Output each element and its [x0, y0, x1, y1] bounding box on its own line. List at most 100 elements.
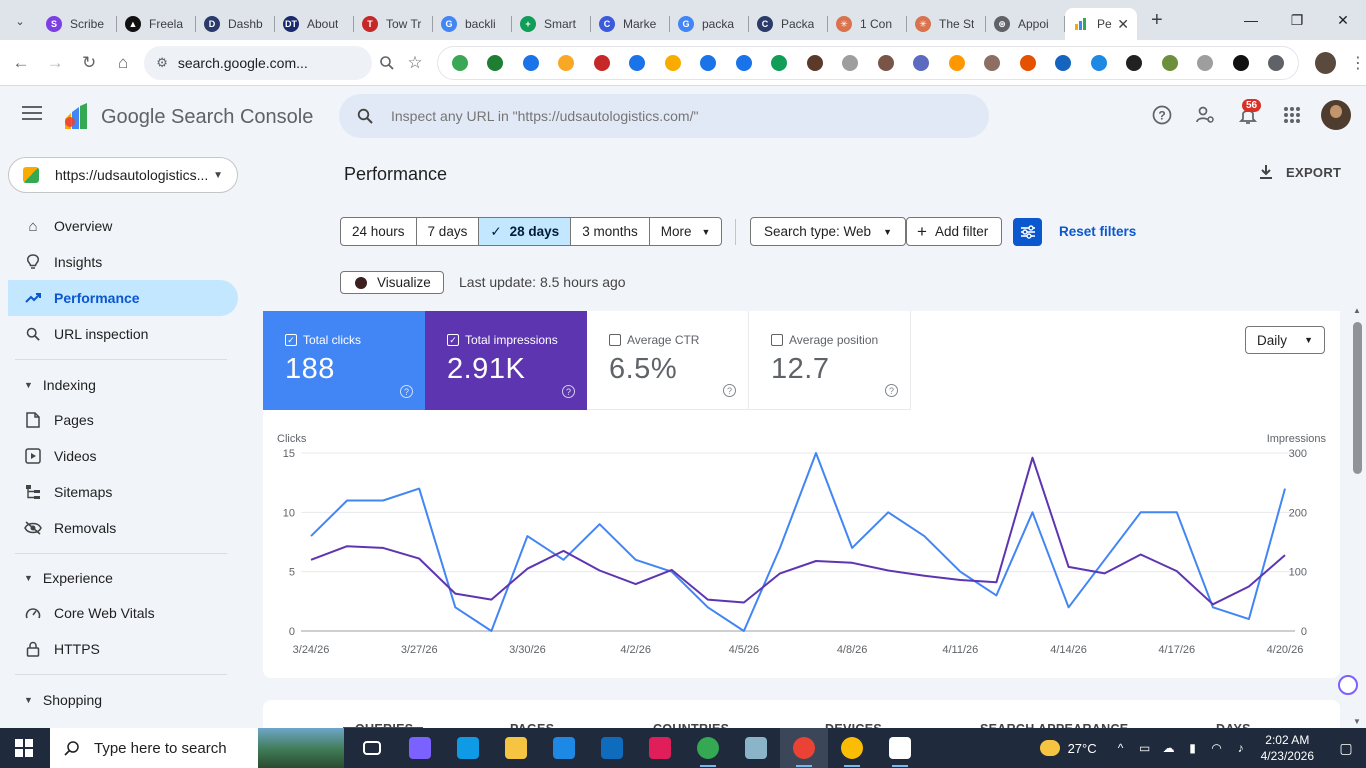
- browser-tab[interactable]: DT About: [275, 8, 354, 40]
- chrome-profile-2-icon[interactable]: [828, 728, 876, 768]
- metric-total-clicks[interactable]: ✓ Total clicks 188 ?: [263, 311, 425, 410]
- battery-icon[interactable]: ▮: [1189, 741, 1196, 755]
- extension-icon[interactable]: [833, 48, 869, 78]
- range-7-days[interactable]: 7 days: [415, 217, 480, 246]
- extension-icon[interactable]: [975, 48, 1011, 78]
- browser-tab[interactable]: ⊛ Appoi: [986, 8, 1065, 40]
- copilot-icon[interactable]: [396, 728, 444, 768]
- tab-days[interactable]: DAYS: [1216, 722, 1251, 730]
- extension-icon[interactable]: [1188, 48, 1224, 78]
- meet-now-icon[interactable]: ▭: [1138, 741, 1151, 755]
- taskbar-search[interactable]: Type here to search: [50, 728, 258, 768]
- wifi-icon[interactable]: ◠: [1211, 741, 1222, 755]
- browser-tab[interactable]: C Marke: [591, 8, 670, 40]
- file-explorer-icon[interactable]: [492, 728, 540, 768]
- edge-icon[interactable]: [444, 728, 492, 768]
- apps-grid-icon[interactable]: [1280, 103, 1304, 127]
- chrome-icon[interactable]: [684, 728, 732, 768]
- browser-tab[interactable]: T Tow Tr: [354, 8, 433, 40]
- tab-search-appearance[interactable]: SEARCH APPEARANCE: [980, 722, 1129, 730]
- browser-tab[interactable]: D Dashb: [196, 8, 275, 40]
- action-center-icon[interactable]: ▢: [1339, 739, 1353, 756]
- metric-average-position[interactable]: Average position 12.7 ?: [749, 311, 911, 410]
- granularity-dropdown[interactable]: Daily ▼: [1245, 326, 1325, 354]
- tab-countries[interactable]: COUNTRIES: [653, 722, 730, 730]
- range-28-days[interactable]: ✓ 28 days: [478, 217, 572, 246]
- extension-icon[interactable]: [904, 48, 940, 78]
- close-window-icon[interactable]: ✕: [1337, 11, 1349, 28]
- page-scrollbar[interactable]: ▲ ▼: [1350, 306, 1366, 728]
- checkbox-unchecked-icon[interactable]: [609, 334, 621, 346]
- account-avatar[interactable]: [1321, 100, 1351, 130]
- slack-icon[interactable]: [636, 728, 684, 768]
- assistant-icon[interactable]: [1338, 675, 1358, 695]
- help-icon[interactable]: ?: [400, 385, 413, 398]
- extension-icon[interactable]: [1117, 48, 1153, 78]
- browser-profile-avatar[interactable]: [1315, 51, 1337, 74]
- export-button[interactable]: EXPORT: [1258, 164, 1341, 180]
- extension-icon[interactable]: [584, 48, 620, 78]
- sidebar-item-core-web-vitals[interactable]: Core Web Vitals: [8, 595, 238, 631]
- browser-tab[interactable]: S Scribe: [38, 8, 117, 40]
- extension-icon[interactable]: [762, 48, 798, 78]
- cloud-icon[interactable]: ☁: [1162, 741, 1175, 755]
- help-icon[interactable]: ?: [723, 384, 736, 397]
- extension-icon[interactable]: [513, 48, 549, 78]
- scroll-up-icon[interactable]: ▲: [1353, 306, 1361, 315]
- visualize-button[interactable]: Visualize: [340, 271, 444, 294]
- sidebar-section-shopping[interactable]: ▼ Shopping: [24, 692, 102, 708]
- outlook-icon[interactable]: [588, 728, 636, 768]
- browser-tab[interactable]: ✳ 1 Con: [828, 8, 907, 40]
- sidebar-item-sitemaps[interactable]: Sitemaps: [8, 474, 238, 510]
- sidebar-item-videos[interactable]: Videos: [8, 438, 238, 474]
- extension-icon[interactable]: [1046, 48, 1082, 78]
- extension-icon[interactable]: [1223, 48, 1259, 78]
- help-icon[interactable]: ?: [885, 384, 898, 397]
- metric-total-impressions[interactable]: ✓ Total impressions 2.91K ?: [425, 311, 587, 410]
- extension-icon[interactable]: [797, 48, 833, 78]
- taskbar-clock[interactable]: 2:02 AM 4/23/2026: [1261, 732, 1314, 764]
- checkbox-checked-icon[interactable]: ✓: [447, 334, 459, 346]
- extension-icon[interactable]: [1259, 48, 1295, 78]
- url-inspect-bar[interactable]: [339, 94, 989, 138]
- forward-icon[interactable]: →: [46, 52, 64, 72]
- maximize-icon[interactable]: ❐: [1290, 11, 1304, 28]
- help-icon[interactable]: ?: [1150, 103, 1174, 127]
- add-filter-button[interactable]: + Add filter: [906, 217, 1003, 246]
- checkbox-checked-icon[interactable]: ✓: [285, 334, 297, 346]
- extension-icon[interactable]: [549, 48, 585, 78]
- help-icon[interactable]: ?: [562, 385, 575, 398]
- chevron-up-icon[interactable]: ^: [1117, 741, 1124, 755]
- property-selector[interactable]: https://udsautologistics... ▼: [8, 157, 238, 193]
- minimize-icon[interactable]: —: [1244, 12, 1258, 28]
- tab-queries[interactable]: QUERIES: [355, 722, 414, 730]
- weather-widget[interactable]: 27°C: [1039, 740, 1097, 756]
- extension-icon[interactable]: [620, 48, 656, 78]
- sidebar-item-removals[interactable]: Removals: [8, 510, 238, 546]
- zoom-icon[interactable]: [372, 48, 400, 78]
- search-type-dropdown[interactable]: Search type: Web ▼: [750, 217, 906, 246]
- settings-icon[interactable]: [876, 728, 924, 768]
- address-bar[interactable]: ⚙ search.google.com...: [144, 45, 373, 80]
- active-tab[interactable]: Pe ✕: [1065, 8, 1137, 40]
- browser-menu-icon[interactable]: ⋮: [1350, 54, 1366, 72]
- store-icon[interactable]: [540, 728, 588, 768]
- extension-icon[interactable]: [1010, 48, 1046, 78]
- task-view-icon[interactable]: [348, 728, 396, 768]
- extension-icon[interactable]: [655, 48, 691, 78]
- sidebar-item-https[interactable]: HTTPS: [8, 631, 238, 667]
- new-tab-icon[interactable]: +: [1151, 8, 1163, 31]
- browser-tab[interactable]: ✳ The St: [907, 8, 986, 40]
- extension-icon[interactable]: [1081, 48, 1117, 78]
- windows-start-icon[interactable]: [0, 728, 48, 768]
- metric-average-ctr[interactable]: Average CTR 6.5% ?: [587, 311, 749, 410]
- range-more-dropdown[interactable]: More ▼: [648, 217, 723, 246]
- filter-settings-button[interactable]: [1013, 218, 1042, 246]
- extension-icon[interactable]: [939, 48, 975, 78]
- scrollbar-thumb[interactable]: [1353, 322, 1362, 474]
- range-24-hours[interactable]: 24 hours: [340, 217, 417, 246]
- scroll-down-icon[interactable]: ▼: [1353, 717, 1361, 726]
- close-tab-icon[interactable]: ✕: [1117, 15, 1129, 32]
- sidebar-item-performance[interactable]: Performance: [8, 280, 238, 316]
